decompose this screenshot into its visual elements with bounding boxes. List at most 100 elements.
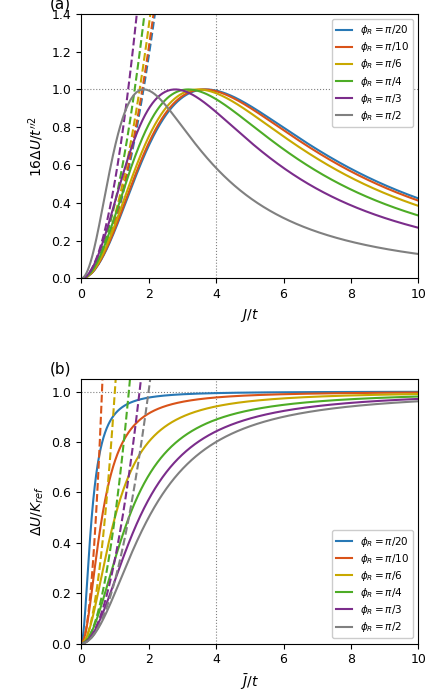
Line: $\phi_R = \pi/20$: $\phi_R = \pi/20$ bbox=[81, 89, 417, 278]
$\phi_R = \pi/2$ bbox=[415, 250, 420, 258]
$\phi_R = \pi/2$ bbox=[408, 397, 413, 406]
$\phi_R = \pi/20$ bbox=[372, 388, 377, 396]
$\phi_R = \pi/4$ bbox=[222, 412, 227, 421]
$\phi_R = \pi/6$ bbox=[207, 87, 213, 95]
$\phi_R = \pi/2$ bbox=[372, 400, 377, 408]
$\phi_R = \pi/2$ bbox=[141, 85, 146, 93]
$\phi_R = \pi/10$ bbox=[415, 388, 420, 397]
$\phi_R = \pi/2$ bbox=[207, 158, 213, 166]
Line: $\phi_R = \pi/4$: $\phi_R = \pi/4$ bbox=[81, 89, 417, 278]
$\phi_R = \pi/6$ bbox=[372, 391, 377, 399]
$\phi_R = \pi/2$ bbox=[78, 639, 83, 648]
$\phi_R = \pi/20$ bbox=[117, 215, 122, 223]
$\phi_R = \pi/2$ bbox=[117, 124, 122, 132]
$\phi_R = \pi/10$ bbox=[408, 388, 413, 397]
$\phi_R = \pi/6$ bbox=[415, 202, 420, 210]
X-axis label: $\bar{J}/t$: $\bar{J}/t$ bbox=[240, 672, 259, 692]
$\phi_R = \pi/3$ bbox=[117, 563, 122, 572]
$\phi_R = \pi/4$ bbox=[207, 417, 213, 426]
$\phi_R = \pi/10$ bbox=[372, 389, 377, 397]
$\phi_R = \pi/2$ bbox=[409, 249, 414, 257]
$\phi_R = \pi/3$ bbox=[137, 122, 142, 131]
$\phi_R = \pi/4$ bbox=[137, 488, 142, 496]
$\phi_R = \pi/2$ bbox=[415, 397, 420, 406]
$\phi_R = \pi/6$ bbox=[137, 154, 142, 162]
$\phi_R = \pi/10$ bbox=[409, 194, 414, 203]
$\phi_R = \pi/3$ bbox=[415, 394, 420, 403]
$\phi_R = \pi/3$ bbox=[372, 210, 377, 219]
Line: $\phi_R = \pi/20$: $\phi_R = \pi/20$ bbox=[81, 392, 417, 644]
$\phi_R = \pi/6$ bbox=[408, 390, 413, 399]
$\phi_R = \pi/10$ bbox=[222, 392, 227, 401]
$\phi_R = \pi/3$ bbox=[222, 423, 227, 431]
$\phi_R = \pi/6$ bbox=[137, 450, 142, 459]
$\phi_R = \pi/20$ bbox=[372, 176, 377, 185]
X-axis label: $J/t$: $J/t$ bbox=[240, 307, 259, 324]
$\phi_R = \pi/10$ bbox=[415, 197, 420, 205]
$\phi_R = \pi/10$ bbox=[117, 212, 122, 221]
$\phi_R = \pi/4$ bbox=[408, 392, 413, 401]
$\phi_R = \pi/2$ bbox=[137, 86, 142, 95]
$\phi_R = \pi/10$ bbox=[137, 160, 142, 168]
Legend: $\phi_R = \pi/20$, $\phi_R = \pi/10$, $\phi_R = \pi/6$, $\phi_R = \pi/4$, $\phi_: $\phi_R = \pi/20$, $\phi_R = \pi/10$, $\… bbox=[331, 19, 412, 127]
$\phi_R = \pi/3$ bbox=[78, 639, 83, 648]
$\phi_R = \pi/4$ bbox=[409, 210, 414, 218]
$\phi_R = \pi/4$ bbox=[415, 211, 420, 219]
$\phi_R = \pi/10$ bbox=[137, 416, 142, 424]
$\phi_R = \pi/4$ bbox=[117, 198, 122, 206]
$\phi_R = \pi/3$ bbox=[222, 116, 227, 124]
$\phi_R = \pi/20$ bbox=[207, 389, 213, 397]
$\phi_R = \pi/6$ bbox=[207, 403, 213, 412]
$\phi_R = \pi/6$ bbox=[372, 185, 377, 194]
Line: $\phi_R = \pi/2$: $\phi_R = \pi/2$ bbox=[81, 89, 417, 278]
$\phi_R = \pi/4$ bbox=[372, 394, 377, 402]
$\phi_R = \pi/20$ bbox=[78, 274, 83, 282]
Text: (a): (a) bbox=[50, 0, 71, 11]
$\phi_R = \pi/20$ bbox=[137, 395, 142, 403]
$\phi_R = \pi/3$ bbox=[409, 222, 414, 230]
$\phi_R = \pi/2$ bbox=[78, 274, 83, 282]
$\phi_R = \pi/4$ bbox=[78, 639, 83, 648]
$\phi_R = \pi/20$ bbox=[408, 388, 413, 396]
$\phi_R = \pi/3$ bbox=[372, 397, 377, 406]
$\phi_R = \pi/10$ bbox=[372, 179, 377, 188]
Line: $\phi_R = \pi/10$: $\phi_R = \pi/10$ bbox=[81, 392, 417, 644]
$\phi_R = \pi/6$ bbox=[117, 208, 122, 216]
$\phi_R = \pi/10$ bbox=[201, 85, 206, 93]
$\phi_R = \pi/3$ bbox=[117, 181, 122, 190]
$\phi_R = \pi/4$ bbox=[117, 540, 122, 548]
$\phi_R = \pi/6$ bbox=[117, 497, 122, 505]
$\phi_R = \pi/6$ bbox=[195, 85, 200, 93]
Line: $\phi_R = \pi/6$: $\phi_R = \pi/6$ bbox=[81, 394, 417, 644]
$\phi_R = \pi/20$ bbox=[415, 388, 420, 396]
Line: $\phi_R = \pi/2$: $\phi_R = \pi/2$ bbox=[81, 401, 417, 644]
Line: $\phi_R = \pi/6$: $\phi_R = \pi/6$ bbox=[81, 89, 417, 278]
$\phi_R = \pi/10$ bbox=[207, 394, 213, 402]
Y-axis label: $16\Delta U/t^{\prime\prime 2}$: $16\Delta U/t^{\prime\prime 2}$ bbox=[26, 116, 46, 176]
$\phi_R = \pi/3$ bbox=[137, 513, 142, 522]
Line: $\phi_R = \pi/10$: $\phi_R = \pi/10$ bbox=[81, 89, 417, 278]
$\phi_R = \pi/3$ bbox=[78, 274, 83, 282]
$\phi_R = \pi/3$ bbox=[173, 85, 178, 93]
Line: $\phi_R = \pi/3$: $\phi_R = \pi/3$ bbox=[81, 399, 417, 644]
$\phi_R = \pi/20$ bbox=[203, 85, 208, 93]
$\phi_R = \pi/2$ bbox=[137, 531, 142, 540]
$\phi_R = \pi/2$ bbox=[372, 243, 377, 251]
$\phi_R = \pi/20$ bbox=[207, 86, 213, 94]
$\phi_R = \pi/20$ bbox=[222, 389, 227, 397]
$\phi_R = \pi/4$ bbox=[137, 140, 142, 149]
$\phi_R = \pi/6$ bbox=[222, 93, 227, 102]
$\phi_R = \pi/2$ bbox=[222, 173, 227, 181]
$\phi_R = \pi/4$ bbox=[207, 92, 213, 100]
$\phi_R = \pi/6$ bbox=[78, 639, 83, 648]
Line: $\phi_R = \pi/4$: $\phi_R = \pi/4$ bbox=[81, 397, 417, 644]
$\phi_R = \pi/20$ bbox=[415, 194, 420, 203]
$\phi_R = \pi/10$ bbox=[222, 90, 227, 98]
$\phi_R = \pi/3$ bbox=[415, 224, 420, 232]
$\phi_R = \pi/4$ bbox=[222, 101, 227, 109]
$\phi_R = \pi/20$ bbox=[409, 192, 414, 200]
$\phi_R = \pi/2$ bbox=[117, 578, 122, 586]
$\phi_R = \pi/10$ bbox=[78, 274, 83, 282]
$\phi_R = \pi/4$ bbox=[185, 85, 190, 93]
Line: $\phi_R = \pi/3$: $\phi_R = \pi/3$ bbox=[81, 89, 417, 278]
